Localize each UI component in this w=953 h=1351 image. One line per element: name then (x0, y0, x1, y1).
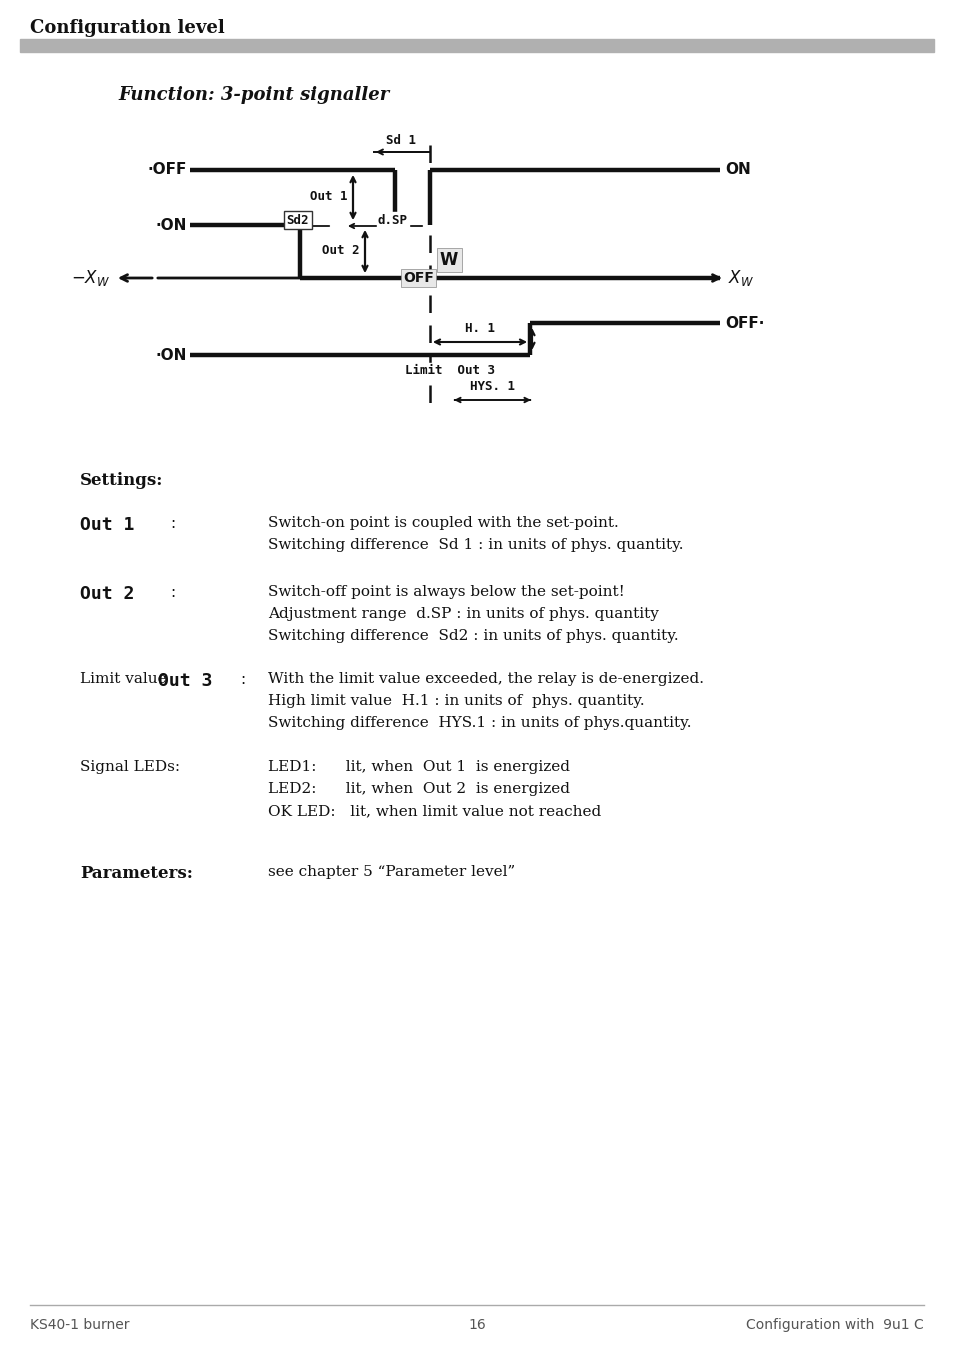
Text: Sd2: Sd2 (287, 213, 309, 227)
Text: With the limit value exceeded, the relay is de-energized.: With the limit value exceeded, the relay… (268, 671, 703, 686)
Text: HYS. 1: HYS. 1 (470, 381, 515, 393)
Text: Configuration with  9u1 C: Configuration with 9u1 C (745, 1319, 923, 1332)
Text: Limit  Out 3: Limit Out 3 (405, 363, 495, 377)
Text: W: W (439, 251, 457, 269)
Text: Sd 1: Sd 1 (386, 134, 416, 146)
Text: $-X_W$: $-X_W$ (71, 267, 110, 288)
Text: :: : (170, 516, 175, 531)
Text: $X_W$: $X_W$ (727, 267, 753, 288)
Text: Switch-off point is always below the set-point!: Switch-off point is always below the set… (268, 585, 624, 598)
Text: Out 1: Out 1 (310, 190, 348, 204)
Text: Out 1: Out 1 (80, 516, 134, 534)
Text: OFF: OFF (402, 272, 434, 285)
Text: KS40-1 burner: KS40-1 burner (30, 1319, 130, 1332)
Text: Adjustment range  d.SP : in units of phys. quantity: Adjustment range d.SP : in units of phys… (268, 607, 659, 621)
Text: Signal LEDs:: Signal LEDs: (80, 761, 180, 774)
Text: OFF·: OFF· (724, 316, 763, 331)
Text: ·ON: ·ON (155, 347, 187, 362)
Text: ON: ON (724, 162, 750, 177)
Text: Out 2: Out 2 (80, 585, 134, 603)
Text: High limit value  H.1 : in units of  phys. quantity.: High limit value H.1 : in units of phys.… (268, 694, 644, 708)
Bar (20, 39, 933, 51)
Text: ·ON: ·ON (155, 218, 187, 232)
Text: Out 2: Out 2 (322, 245, 359, 258)
Text: LED1:      lit, when  Out 1  is energized: LED1: lit, when Out 1 is energized (268, 761, 569, 774)
Text: LED2:      lit, when  Out 2  is energized: LED2: lit, when Out 2 is energized (268, 782, 569, 796)
Text: :: : (170, 585, 175, 600)
Text: Switching difference  Sd 1 : in units of phys. quantity.: Switching difference Sd 1 : in units of … (268, 538, 682, 553)
Text: d.SP: d.SP (377, 213, 408, 227)
Text: Limit value: Limit value (80, 671, 172, 686)
Text: Switching difference  HYS.1 : in units of phys.quantity.: Switching difference HYS.1 : in units of… (268, 716, 691, 730)
Text: Function: 3-point signaller: Function: 3-point signaller (118, 86, 389, 104)
Text: :: : (240, 671, 245, 688)
Text: Parameters:: Parameters: (80, 865, 193, 882)
Text: Switch-on point is coupled with the set-point.: Switch-on point is coupled with the set-… (268, 516, 618, 530)
Text: H. 1: H. 1 (464, 323, 495, 335)
Text: OK LED:   lit, when limit value not reached: OK LED: lit, when limit value not reache… (268, 804, 600, 817)
Text: 16: 16 (468, 1319, 485, 1332)
Text: ·OFF: ·OFF (148, 162, 187, 177)
Text: Settings:: Settings: (80, 471, 163, 489)
Text: see chapter 5 “Parameter level”: see chapter 5 “Parameter level” (268, 865, 515, 880)
Text: Switching difference  Sd2 : in units of phys. quantity.: Switching difference Sd2 : in units of p… (268, 630, 678, 643)
Text: Configuration level: Configuration level (30, 19, 225, 36)
Text: Out 3: Out 3 (158, 671, 213, 690)
